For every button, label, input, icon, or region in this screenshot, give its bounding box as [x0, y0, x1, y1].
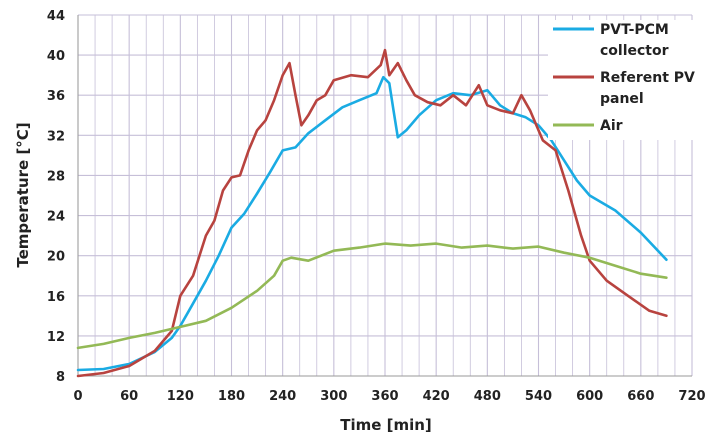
- legend-label-2: panel: [600, 91, 644, 107]
- legend-label-2: Referent PV: [600, 70, 695, 86]
- y-axis-title: Temperature [°C]: [14, 122, 32, 267]
- x-tick-label: 720: [678, 389, 705, 404]
- x-tick-label: 600: [576, 389, 603, 404]
- legend-label-1: PVT-PCM: [600, 22, 669, 38]
- x-tick-label: 60: [120, 389, 138, 404]
- x-tick-label: 660: [627, 389, 654, 404]
- x-tick-label: 0: [73, 389, 82, 404]
- y-tick-label: 24: [47, 210, 65, 225]
- legend-label-1: collector: [600, 43, 669, 59]
- x-tick-label: 240: [269, 389, 296, 404]
- legend-background: [548, 20, 704, 140]
- x-tick-label: 480: [474, 389, 501, 404]
- y-tick-label: 40: [47, 49, 65, 64]
- y-tick-label: 20: [47, 250, 65, 265]
- axes: 0 60 120 180 240 300 360 420 480 540 600 660 720 8 12 1…: [47, 9, 706, 404]
- legend-label-3: Air: [600, 118, 623, 134]
- series-line-2: [76, 48, 668, 378]
- x-axis-title: Time [min]: [340, 416, 432, 434]
- legend: PVT-PCM collector Referent PV panel Air: [548, 20, 704, 140]
- series-line-3: [76, 242, 668, 350]
- series-line-1: [76, 75, 668, 372]
- x-tick-label: 360: [371, 389, 398, 404]
- y-tick-label: 12: [47, 330, 65, 345]
- y-tick-label: 8: [56, 370, 65, 385]
- series-lines: [76, 48, 668, 378]
- y-tick-label: 36: [47, 89, 65, 104]
- y-tick-label: 44: [47, 9, 65, 24]
- y-tick-label: 28: [47, 169, 65, 184]
- x-tick-label: 540: [525, 389, 552, 404]
- x-tick-label: 120: [167, 389, 194, 404]
- y-tick-label: 16: [47, 290, 65, 305]
- x-tick-label: 300: [320, 389, 347, 404]
- y-tick-label: 32: [47, 129, 65, 144]
- x-tick-label: 180: [218, 389, 245, 404]
- x-tick-label: 420: [423, 389, 450, 404]
